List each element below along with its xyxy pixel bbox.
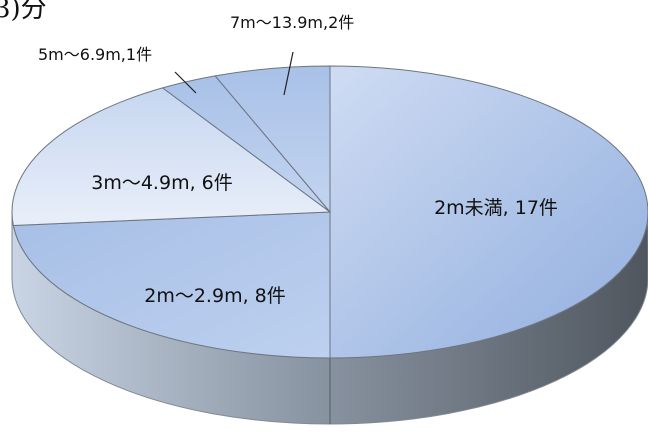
cut-off-heading: 3)分 [0, 0, 47, 24]
label-7m-13.9m-leader-line [283, 51, 294, 96]
pie-slice-7m-13.9m [214, 65, 331, 214]
pie-slice-3m-4.9m [11, 87, 332, 226]
label-5m-6.9m-leader-line [174, 71, 197, 94]
label-7m-13.9m: 7m～13.9m,2件 [230, 13, 354, 32]
label-3m-4.9m: 3m～4.9m, 6件 [91, 172, 233, 194]
label-5m-6.9m: 5m～6.9m,1件 [38, 45, 152, 64]
pie-slice-2m-2.9m [12, 211, 331, 359]
pie-slice-under-2m [329, 65, 648, 359]
label-under-2m: 2m未満, 17件 [434, 197, 558, 219]
label-2m-2.9m: 2m～2.9m, 8件 [144, 285, 286, 307]
